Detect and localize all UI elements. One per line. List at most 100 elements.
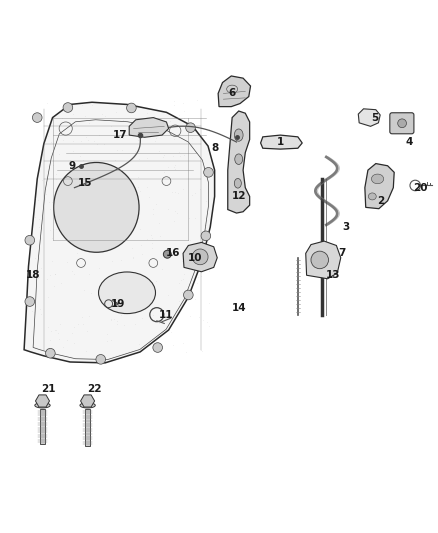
Point	[119, 134, 126, 142]
Point	[165, 205, 172, 213]
Point	[202, 221, 209, 229]
Point	[88, 101, 95, 109]
Point	[59, 135, 66, 144]
Point	[153, 200, 160, 208]
Point	[180, 114, 187, 123]
Point	[83, 346, 90, 355]
Point	[150, 112, 157, 120]
Point	[159, 265, 166, 273]
Ellipse shape	[99, 272, 155, 313]
Point	[163, 306, 170, 314]
Point	[175, 297, 182, 305]
Point	[207, 232, 214, 241]
Point	[64, 184, 71, 193]
Text: 13: 13	[325, 270, 340, 280]
Point	[164, 290, 171, 299]
Polygon shape	[261, 135, 302, 149]
Point	[96, 158, 103, 166]
Point	[60, 211, 67, 219]
Point	[55, 188, 62, 197]
Point	[28, 306, 35, 315]
Point	[110, 314, 117, 323]
Point	[149, 239, 156, 247]
Point	[149, 244, 156, 252]
Point	[71, 185, 78, 194]
Point	[123, 200, 130, 209]
Point	[198, 154, 205, 162]
Point	[143, 109, 150, 117]
Point	[206, 266, 213, 275]
Point	[70, 270, 77, 278]
Point	[64, 336, 71, 344]
Point	[95, 131, 102, 140]
Point	[205, 251, 212, 260]
Point	[113, 216, 120, 225]
Circle shape	[46, 349, 55, 358]
Point	[117, 134, 124, 142]
Point	[30, 308, 37, 316]
Point	[210, 195, 217, 203]
Point	[30, 217, 37, 226]
Point	[35, 214, 42, 223]
Point	[70, 109, 77, 118]
Point	[137, 224, 144, 233]
Circle shape	[311, 251, 328, 269]
Point	[134, 122, 141, 131]
Point	[198, 346, 205, 354]
Point	[117, 310, 124, 319]
Text: 14: 14	[231, 303, 246, 313]
Point	[204, 318, 211, 327]
Point	[187, 312, 194, 320]
Point	[172, 206, 179, 215]
Point	[184, 257, 191, 266]
Point	[79, 312, 86, 321]
Point	[49, 233, 56, 242]
Point	[199, 347, 206, 356]
Point	[58, 180, 65, 188]
Point	[115, 165, 122, 174]
Point	[81, 112, 88, 120]
Point	[99, 109, 106, 118]
Point	[99, 222, 106, 230]
Point	[132, 301, 139, 309]
Circle shape	[204, 167, 213, 177]
Point	[36, 305, 43, 313]
Point	[107, 122, 114, 130]
Point	[84, 135, 91, 144]
Point	[156, 117, 163, 125]
Polygon shape	[228, 111, 250, 213]
Circle shape	[163, 251, 171, 258]
Text: 11: 11	[159, 310, 174, 320]
Point	[187, 236, 194, 245]
Circle shape	[201, 231, 211, 241]
Point	[76, 169, 83, 178]
Point	[37, 264, 44, 272]
Point	[55, 150, 62, 158]
Point	[109, 200, 116, 209]
Point	[39, 176, 46, 184]
Point	[51, 282, 58, 290]
Point	[168, 328, 175, 336]
Point	[149, 209, 156, 218]
Point	[207, 171, 214, 180]
Point	[87, 173, 94, 182]
Ellipse shape	[371, 174, 384, 184]
Point	[49, 257, 56, 265]
Text: 10: 10	[187, 253, 202, 263]
Point	[80, 319, 87, 328]
Polygon shape	[365, 164, 394, 209]
Point	[197, 185, 204, 193]
Point	[54, 328, 61, 337]
Circle shape	[32, 113, 42, 123]
Point	[130, 153, 137, 161]
Point	[31, 213, 38, 221]
Ellipse shape	[235, 154, 243, 165]
Point	[76, 151, 83, 160]
Point	[59, 114, 66, 123]
Point	[113, 146, 120, 154]
Text: 17: 17	[113, 130, 128, 140]
Point	[129, 244, 136, 252]
Point	[77, 137, 84, 146]
Point	[203, 197, 210, 206]
Point	[37, 227, 44, 236]
